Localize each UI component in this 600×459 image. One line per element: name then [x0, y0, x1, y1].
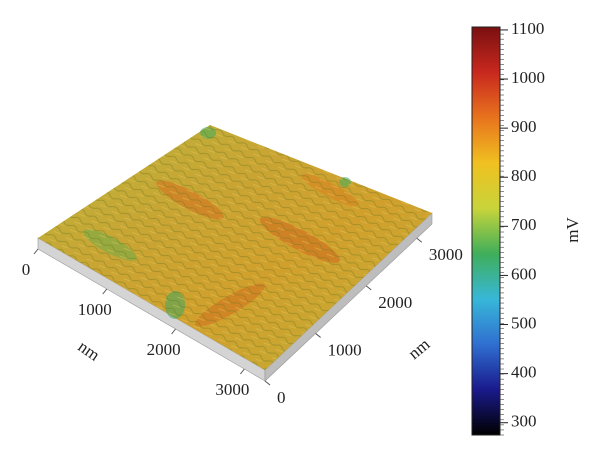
x-tick-label: 1000	[78, 300, 112, 319]
colorbar-label: mV	[563, 217, 582, 243]
x-tick-label: 2000	[147, 340, 181, 359]
colorbar-tick-label: 300	[511, 412, 537, 431]
x-tick	[239, 368, 245, 375]
colorbar-tick-label: 1000	[511, 68, 545, 87]
colorbar	[471, 26, 501, 436]
x-tick	[171, 328, 176, 335]
y-tick	[315, 333, 321, 338]
x-tick	[102, 288, 108, 295]
y-tick-label: 1000	[328, 340, 362, 359]
x-tick-label: 3000	[215, 380, 249, 399]
colorbar-tick-label: 1100	[511, 19, 544, 38]
x-tick-label: 0	[22, 260, 31, 279]
colorbar-tick-label: 900	[511, 117, 537, 136]
colorbar-tick-label: 800	[511, 166, 537, 185]
y-axis-label: nm	[405, 335, 434, 364]
colorbar-tick-label: 400	[511, 363, 537, 382]
y-tick	[365, 285, 372, 291]
y-tick-label: 0	[277, 388, 286, 407]
y-tick	[264, 380, 271, 386]
x-axis-label: nm	[75, 337, 104, 365]
colorbar-tick-label: 500	[511, 313, 537, 332]
y-tick-label: 2000	[378, 293, 412, 312]
colorbar-tick-label: 700	[511, 215, 537, 234]
y-tick	[416, 237, 423, 243]
x-tick	[33, 248, 39, 255]
surface	[37, 125, 433, 382]
colorbar-tick-label: 600	[511, 264, 537, 283]
y-tick-label: 3000	[429, 245, 463, 264]
